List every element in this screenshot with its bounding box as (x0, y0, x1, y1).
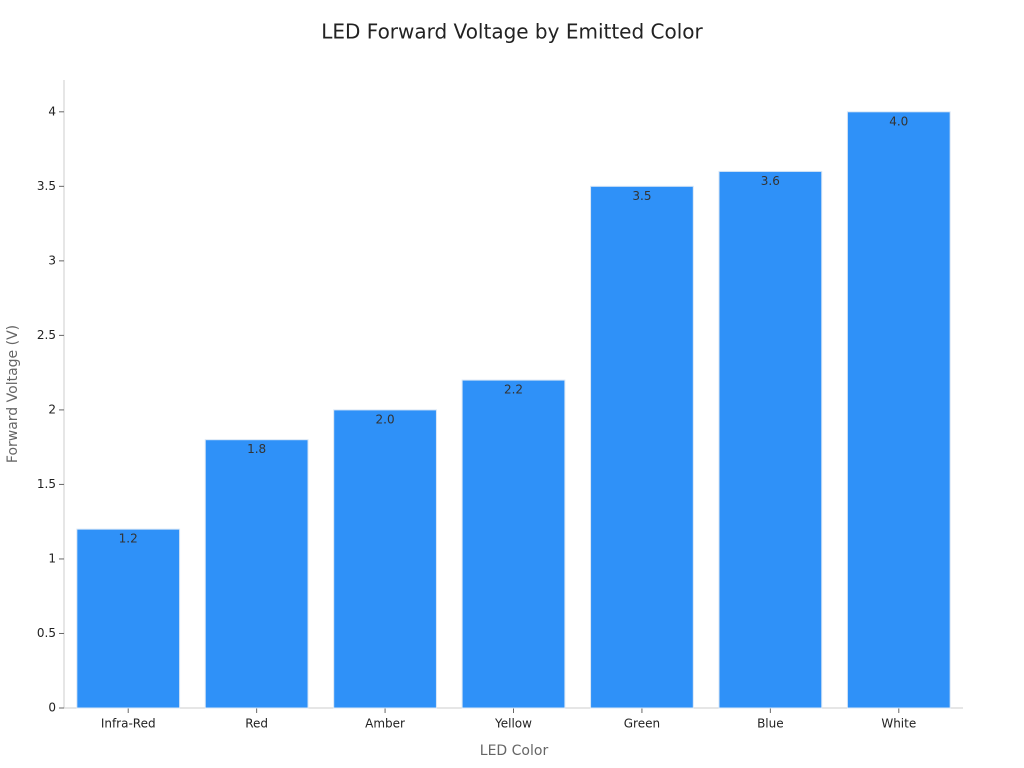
y-tick-label: 0.5 (37, 626, 56, 640)
value-label: 2.2 (504, 383, 523, 397)
x-tick-label: Red (245, 717, 268, 731)
value-label: 4.0 (889, 114, 908, 128)
value-label: 1.8 (247, 442, 266, 456)
x-tick-label: Yellow (494, 717, 532, 731)
y-tick-label: 1.5 (37, 477, 56, 491)
x-tick-label: Infra-Red (101, 717, 156, 731)
bar (204, 439, 309, 709)
value-label: 3.6 (761, 174, 780, 188)
y-tick-label: 3 (48, 253, 56, 267)
y-tick-label: 0 (48, 701, 56, 715)
y-tick-label: 3.5 (37, 179, 56, 193)
y-tick-label: 4 (48, 104, 56, 118)
y-tick-label: 1 (48, 551, 56, 565)
y-tick-label: 2 (48, 402, 56, 416)
bar (718, 170, 823, 709)
x-tick-label: Amber (365, 717, 405, 731)
bar (846, 111, 951, 709)
value-label: 3.5 (632, 189, 651, 203)
y-axis-title: Forward Voltage (V) (5, 325, 21, 463)
value-label: 1.2 (119, 532, 138, 546)
bar (76, 528, 181, 709)
y-tick-label: 2.5 (37, 328, 56, 342)
bar (333, 409, 437, 709)
bar (590, 185, 694, 709)
x-axis-title: LED Color (480, 743, 549, 759)
bar (461, 379, 566, 709)
x-tick-label: Green (624, 717, 660, 731)
x-tick-label: White (881, 717, 916, 731)
chart-title: LED Forward Voltage by Emitted Color (321, 20, 703, 44)
value-label: 2.0 (376, 412, 395, 426)
x-tick-label: Blue (757, 717, 784, 731)
